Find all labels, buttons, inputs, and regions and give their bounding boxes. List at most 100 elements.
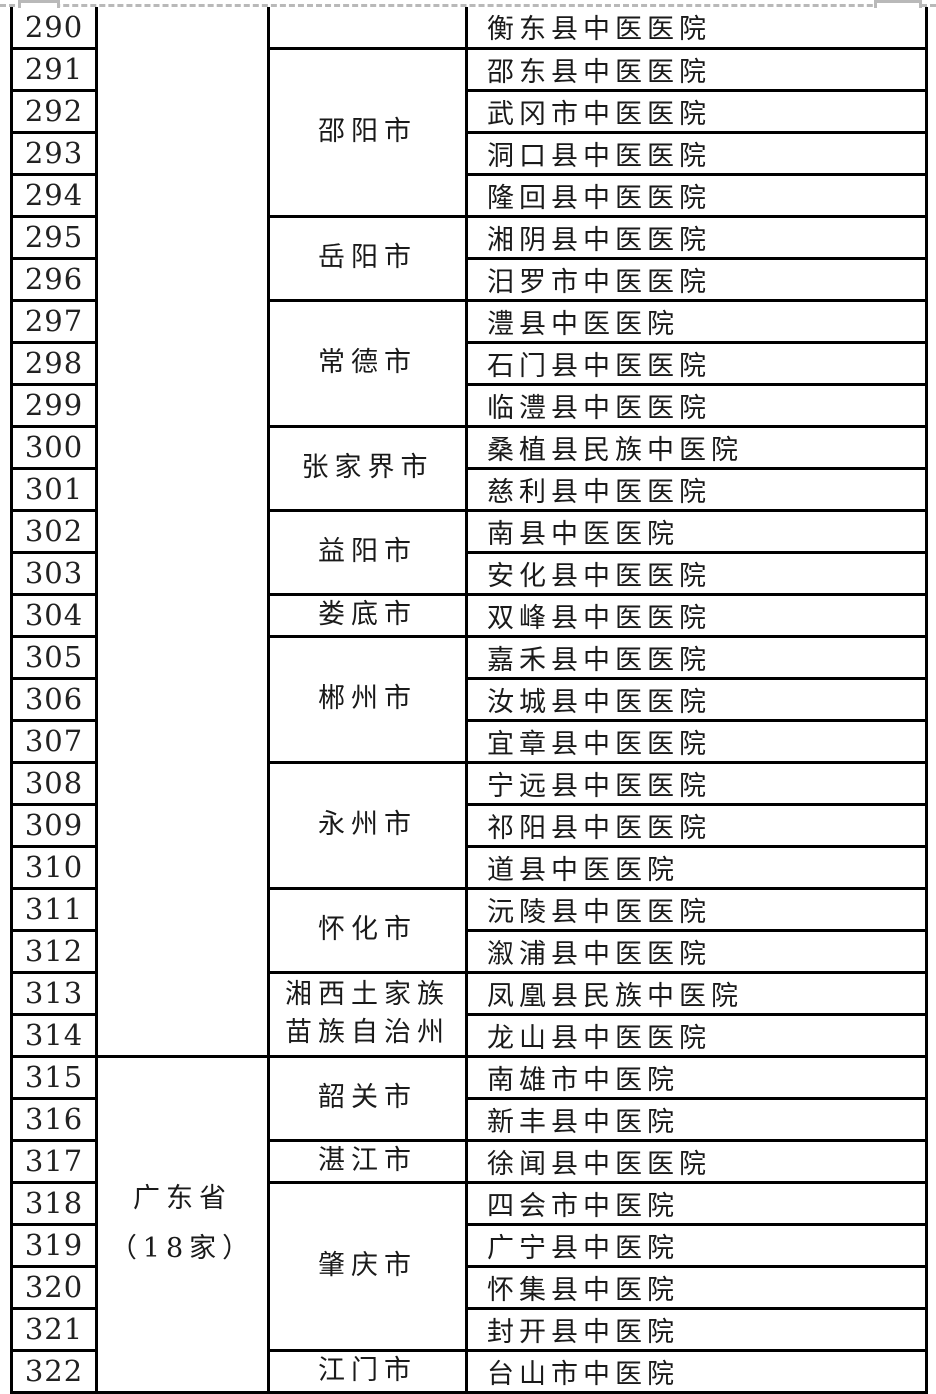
row-number-cell: 311 [10,886,98,932]
hospital-name-cell: 汨罗市中医医院 [465,256,928,302]
row-number-cell: 318 [10,1180,98,1226]
row-number-cell: 292 [10,88,98,134]
row-number-cell: 303 [10,550,98,596]
city-cell: 永州市 [267,760,468,890]
table-row: 317 湛江市 徐闻县中医医院 [10,1138,928,1184]
table-row: 303 安化县中医医院 [10,550,928,596]
row-number-cell: 301 [10,466,98,512]
province-cell: 广东省 （18家） [95,1054,270,1394]
row-number-cell: 313 [10,970,98,1016]
hospital-name-cell: 沅陵县中医医院 [465,886,928,932]
table-row: 297 常德市 澧县中医医院 [10,298,928,428]
page-break-dashed-line [0,4,936,7]
row-number-cell: 310 [10,844,98,890]
table-row: 310 道县中医医院 [10,844,928,890]
hospital-name-cell: 溆浦县中医医院 [465,928,928,974]
hospital-name-cell: 桑植县民族中医院 [465,424,928,470]
table-row: 295 岳阳市 湘阴县中医医院 [10,214,928,302]
city-cell [267,7,468,50]
hospital-name-cell: 南县中医医院 [465,508,928,554]
row-number-cell: 290 [10,7,98,50]
row-number-cell: 314 [10,1012,98,1058]
hospital-name-cell: 慈利县中医医院 [465,466,928,512]
table-row: 311 怀化市 沅陵县中医医院 [10,886,928,974]
table-row: 308 永州市 宁远县中医医院 [10,760,928,890]
row-number-cell: 312 [10,928,98,974]
hospital-name-cell: 台山市中医院 [465,1348,928,1394]
previous-page-cell-stub-left [18,0,60,8]
row-number-cell: 317 [10,1138,98,1184]
hospital-name-cell: 石门县中医医院 [465,340,928,386]
hospital-name-cell: 怀集县中医院 [465,1264,928,1310]
province-cell [95,7,270,1058]
row-number-cell: 291 [10,46,98,92]
city-cell: 肇庆市 [267,1180,468,1352]
city-cell: 湛江市 [267,1138,468,1184]
table-row: 319 广宁县中医院 [10,1222,928,1268]
hospital-name-cell: 新丰县中医院 [465,1096,928,1142]
table-row: 292 武冈市中医医院 [10,88,928,134]
city-cell: 娄底市 [267,592,468,638]
hospital-name-cell: 洞口县中医医院 [465,130,928,176]
table-row: 315 广东省 （18家） 韶关市 南雄市中医院 [10,1054,928,1394]
table-row: 299 临澧县中医医院 [10,382,928,428]
row-number-cell: 322 [10,1348,98,1394]
table-row: 302 益阳市 南县中医医院 [10,508,928,596]
hospital-table: 290 衡东县中医医院 291 邵阳市 邵东县中医医院 292 武冈市中医医院 293 洞口县中… [10,7,928,1394]
hospital-name-cell: 徐闻县中医医院 [465,1138,928,1184]
table-row: 296 汨罗市中医医院 [10,256,928,302]
table-row: 304 娄底市 双峰县中医医院 [10,592,928,638]
row-number-cell: 309 [10,802,98,848]
hospital-name-cell: 祁阳县中医医院 [465,802,928,848]
table-row: 290 衡东县中医医院 [10,7,928,1058]
table-row: 309 祁阳县中医医院 [10,802,928,848]
table-row: 321 封开县中医院 [10,1306,928,1352]
city-cell: 湘西土家族 苗族自治州 [267,970,468,1058]
table-row: 314 龙山县中医医院 [10,1012,928,1058]
hospital-name-cell: 道县中医医院 [465,844,928,890]
city-cell: 张家界市 [267,424,468,512]
row-number-cell: 315 [10,1054,98,1100]
row-number-cell: 299 [10,382,98,428]
hospital-name-cell: 安化县中医医院 [465,550,928,596]
row-number-cell: 316 [10,1096,98,1142]
row-number-cell: 295 [10,214,98,260]
row-number-cell: 319 [10,1222,98,1268]
previous-page-cell-stub-right [874,0,922,8]
row-number-cell: 305 [10,634,98,680]
row-number-cell: 306 [10,676,98,722]
hospital-name-cell: 隆回县中医医院 [465,172,928,218]
city-cell: 益阳市 [267,508,468,596]
city-cell: 怀化市 [267,886,468,974]
row-number-cell: 296 [10,256,98,302]
table-row: 306 汝城县中医医院 [10,676,928,722]
row-number-cell: 294 [10,172,98,218]
hospital-name-cell: 临澧县中医医院 [465,382,928,428]
row-number-cell: 300 [10,424,98,470]
table-row: 307 宜章县中医医院 [10,718,928,764]
city-cell: 邵阳市 [267,46,468,218]
hospital-name-cell: 嘉禾县中医医院 [465,634,928,680]
city-cell: 韶关市 [267,1054,468,1142]
hospital-name-cell: 龙山县中医医院 [465,1012,928,1058]
hospital-name-cell: 广宁县中医院 [465,1222,928,1268]
hospital-table-body: 290 衡东县中医医院 291 邵阳市 邵东县中医医院 292 武冈市中医医院 293 洞口县中… [10,7,928,1394]
table-row: 291 邵阳市 邵东县中医医院 [10,46,928,218]
hospital-name-cell: 澧县中医医院 [465,298,928,344]
row-number-cell: 293 [10,130,98,176]
row-number-cell: 298 [10,340,98,386]
hospital-name-cell: 汝城县中医医院 [465,676,928,722]
table-row: 316 新丰县中医院 [10,1096,928,1142]
city-cell: 郴州市 [267,634,468,764]
hospital-name-cell: 双峰县中医医院 [465,592,928,638]
hospital-name-cell: 宜章县中医医院 [465,718,928,764]
hospital-name-cell: 武冈市中医医院 [465,88,928,134]
row-number-cell: 302 [10,508,98,554]
table-row: 305 郴州市 嘉禾县中医医院 [10,634,928,764]
table-row: 301 慈利县中医医院 [10,466,928,512]
city-cell: 岳阳市 [267,214,468,302]
row-number-cell: 321 [10,1306,98,1352]
table-row: 294 隆回县中医医院 [10,172,928,218]
table-row: 320 怀集县中医院 [10,1264,928,1310]
row-number-cell: 320 [10,1264,98,1310]
